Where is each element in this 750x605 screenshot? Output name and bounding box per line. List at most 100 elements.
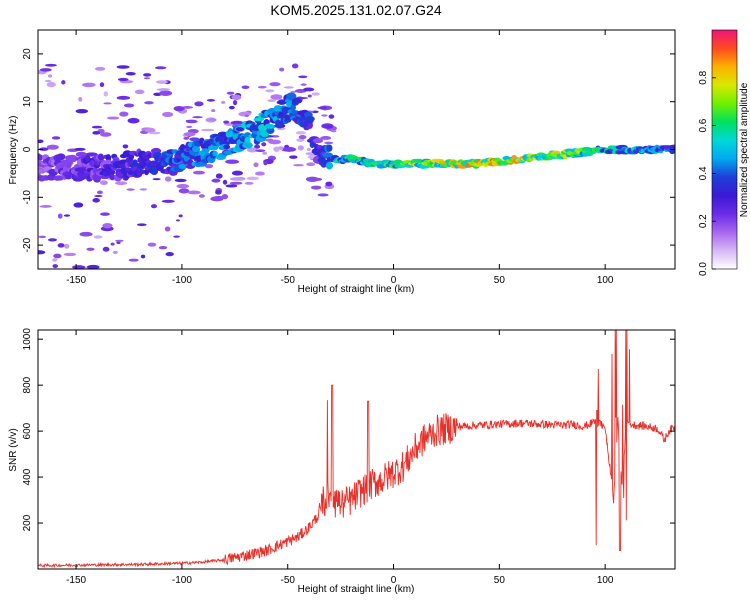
spectrogram-cell [324,125,333,129]
spectrogram-xlabel: Height of straight line (km) [298,284,415,295]
spectrogram-cell [317,193,329,197]
spectrogram-cell [206,99,216,102]
spectrogram-cell [148,131,161,135]
spectrogram-cell [330,129,337,133]
spectrogram-cell [223,120,230,124]
x-tick-label: 50 [494,575,506,586]
colorbar-frame [711,29,738,270]
x-tick-label: 0 [391,575,397,586]
spectrogram-cell [325,181,333,187]
spectrogram-cell [92,166,98,174]
spectrogram-cell [109,173,115,181]
spectrogram-cell [317,106,327,109]
y-tick-label: 20 [22,48,33,60]
spectrogram-cell [291,63,299,69]
spectrogram-cell [102,222,113,229]
spectrogram-cell [104,159,113,164]
spectrogram-cell [164,176,172,182]
spectrogram-cell [298,135,307,140]
y-tick-label: 800 [22,376,33,393]
spectrogram-cell [192,170,205,175]
spectrogram-cell [46,81,56,88]
spectrogram-cell [194,101,204,107]
spectrogram-cell [143,77,151,80]
spectrogram-cell [38,153,44,161]
spectrogram-cell [267,99,276,103]
spectrogram-cell [300,83,307,86]
spectrogram-cell [38,147,49,151]
spectrogram-cell [178,163,187,170]
x-tick-label: -100 [172,575,192,586]
spectrogram-cell [198,194,205,198]
spectrogram-cell [61,80,66,85]
spectrogram-cell [175,219,180,222]
spectrogram-cell [53,253,62,259]
spectrogram-cell [107,116,120,120]
colorbar-tick-label: 0.0 [698,262,709,276]
spectrogram-cell [235,176,246,181]
snr-axes: -150 -100 -50 0 50 100 200 400 600 800 1000 [22,328,675,586]
spectrogram-cell [306,162,316,167]
spectrogram-cell [225,184,238,188]
spectrogram-cell [154,66,167,70]
spectrogram-cell [82,82,96,88]
spectrogram-cell [273,146,280,152]
spectrogram-cell [99,82,105,88]
spectrogram-cell [178,214,183,218]
spectrogram-cell [325,161,334,170]
spectrogram-cell [92,131,101,135]
snr-panel: -150 -100 -50 0 50 100 200 400 600 800 1000 Height… [8,328,676,595]
spectrogram-cell [73,202,84,208]
colorbar-gradient [712,30,737,269]
spectrogram-cell [209,118,217,121]
spectrogram-cell [112,250,118,254]
spectrogram-cell [66,154,78,163]
spectrogram-cell [320,136,332,140]
spectrogram-cell [326,144,333,152]
snr-xlabel: Height of straight line (km) [298,584,415,595]
spectrogram-cell [228,105,235,110]
spectrogram-cell [303,87,315,92]
spectrogram-cell [211,109,216,113]
spectrogram-cell [96,190,103,195]
spectrogram-cell [150,169,158,175]
spectrogram-cell [152,178,161,181]
spectrogram-cell [56,153,66,161]
spectrogram-cell [223,144,231,150]
spectrogram-cell [100,212,110,216]
x-tick-label: -100 [172,275,192,286]
spectrogram-cell [246,147,258,153]
spectrogram-marks [38,63,675,269]
spectrogram-cell [140,254,146,259]
spectrogram-cell [306,148,311,152]
spectrogram-cell [200,128,215,132]
spectrogram-cell [282,147,297,152]
spectrogram-cell [44,63,57,67]
spectrogram-cell [286,92,297,101]
spectrogram-cell [187,190,201,195]
spectrogram-cell [65,173,72,180]
spectrogram-cell [192,146,201,153]
spectrogram-cell [57,213,63,219]
y-tick-label: -10 [22,190,33,205]
spectrogram-cell [210,196,224,202]
spectrogram-cell [136,223,147,227]
spectrogram-cell [149,160,159,165]
spectrogram-cell [231,170,243,176]
x-tick-label: -150 [66,575,86,586]
x-tick-label: 100 [597,275,614,286]
spectrogram-cell [64,243,70,249]
spectrogram-cell [328,114,335,119]
spectrogram-cell [125,72,136,76]
spectrogram-cell [51,136,61,140]
spectrogram-cell [265,89,275,93]
spectrogram-cell [102,246,110,252]
spectrogram-cell [215,190,222,195]
spectrogram-cell [222,179,228,185]
spectrogram-cell [241,85,250,90]
spectrogram-cell [48,238,57,242]
spectrogram-cell [94,66,106,71]
spectrogram-cell [305,176,319,182]
spectrogram-cell [225,159,240,164]
